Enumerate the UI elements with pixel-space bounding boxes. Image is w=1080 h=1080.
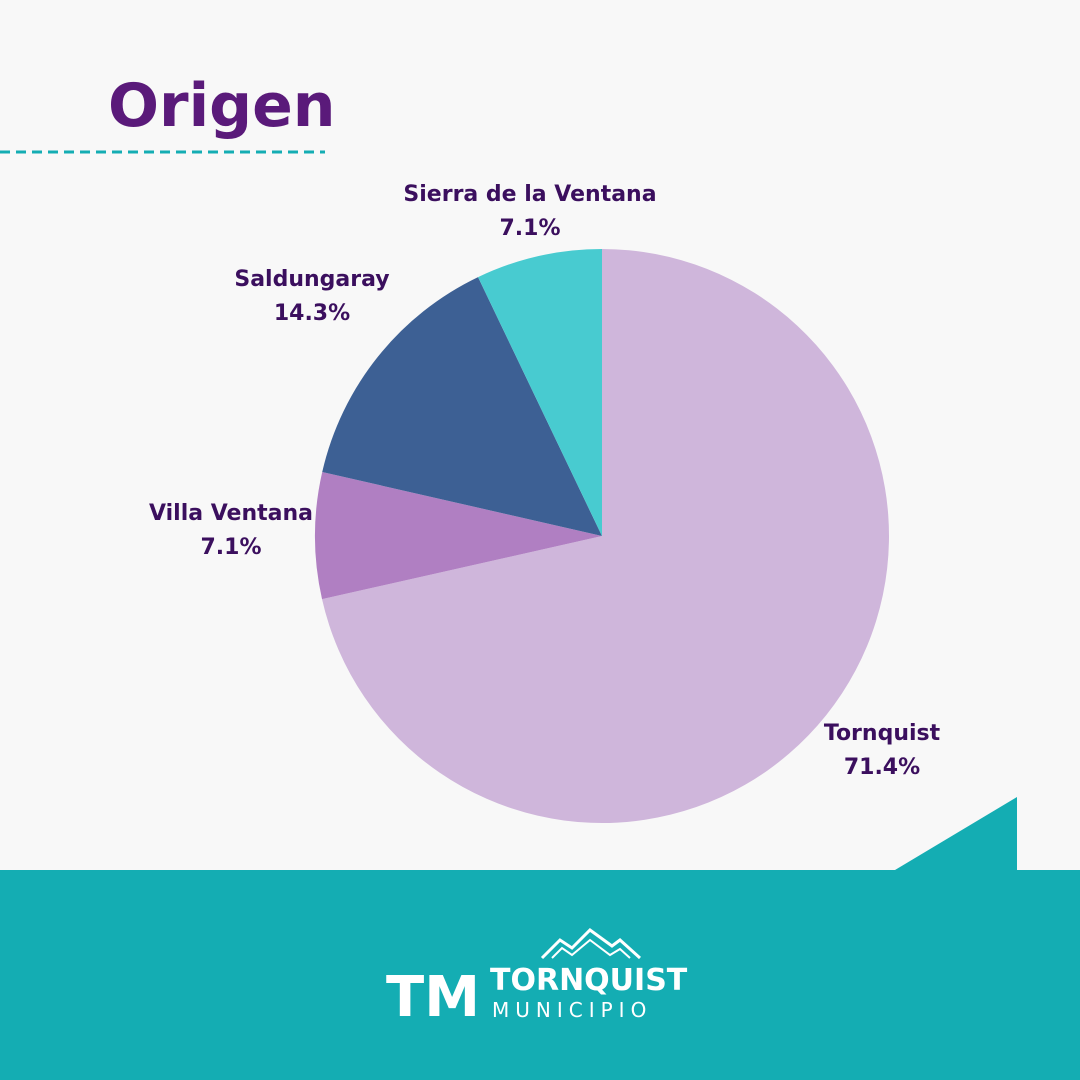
pie-slice — [478, 249, 602, 536]
logo-mark: TM — [386, 965, 480, 1030]
logo-mountains-inner — [551, 938, 631, 959]
pie-slice — [322, 277, 602, 536]
value-label: 14.3% — [274, 301, 350, 326]
value-label: 71.4% — [844, 755, 920, 780]
pie — [314, 249, 890, 824]
pie-slice — [314, 472, 602, 600]
logo-name: TORNQUIST — [490, 963, 688, 998]
slice-label: Saldungaray — [234, 267, 389, 292]
slice-label: Villa Ventana — [149, 501, 313, 526]
slice-label: Tornquist — [824, 721, 941, 746]
footer-band — [0, 797, 1080, 1080]
slice-label: Sierra de la Ventana — [403, 182, 656, 207]
value-label: 7.1% — [200, 535, 261, 560]
logo-subtitle: MUNICIPIO — [492, 998, 652, 1022]
chart-title: Origen — [108, 71, 336, 141]
pie-slice — [322, 249, 890, 824]
labels: Tornquist 71.4% Villa Ventana 7.1% Saldungar… — [149, 182, 941, 780]
logo-mountains — [540, 928, 642, 960]
logo: TM TORNQUIST MUNICIPIO — [386, 928, 688, 1030]
value-label: 7.1% — [499, 216, 560, 241]
